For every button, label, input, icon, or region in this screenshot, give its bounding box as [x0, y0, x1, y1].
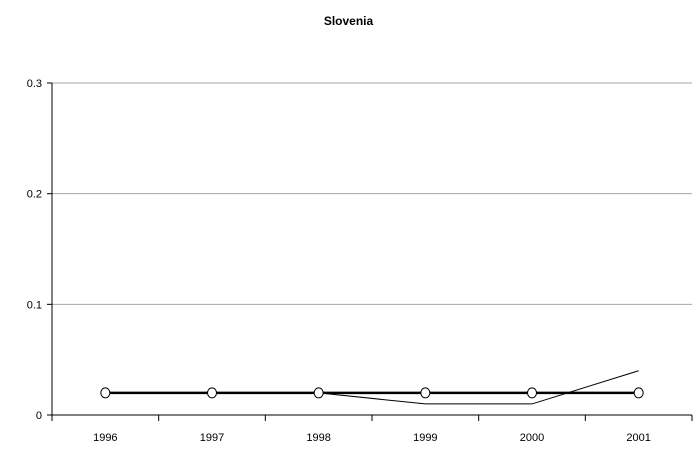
- data-point: [633, 387, 644, 399]
- series-lines: [105, 370, 639, 405]
- data-point: [527, 387, 537, 399]
- y-tick-label: 0.1: [27, 299, 42, 311]
- x-tick-label: 2001: [626, 432, 650, 444]
- gridlines: [52, 82, 692, 305]
- y-axis-ticks: 0 0.1 0.2 0.3: [27, 78, 52, 422]
- y-tick-label: 0.3: [27, 78, 42, 90]
- chart-title: Slovenia: [323, 14, 374, 28]
- data-point: [207, 387, 217, 399]
- x-tick-label: 2000: [520, 432, 544, 444]
- x-tick-label: 1999: [413, 432, 437, 444]
- axes: [47, 83, 692, 416]
- data-point: [313, 387, 324, 399]
- series-line: [105, 370, 639, 405]
- x-tick-label: 1997: [200, 432, 224, 444]
- x-tick-label: 1996: [93, 432, 117, 444]
- data-point: [420, 387, 431, 399]
- y-tick-label: 0: [36, 410, 42, 422]
- data-point: [100, 387, 111, 399]
- series-markers: [100, 387, 644, 399]
- x-axis-ticks: 1996 1997 1998 1999 2000 2001: [51, 415, 693, 444]
- x-tick-label: 1998: [306, 432, 330, 444]
- y-tick-label: 0.2: [27, 189, 42, 201]
